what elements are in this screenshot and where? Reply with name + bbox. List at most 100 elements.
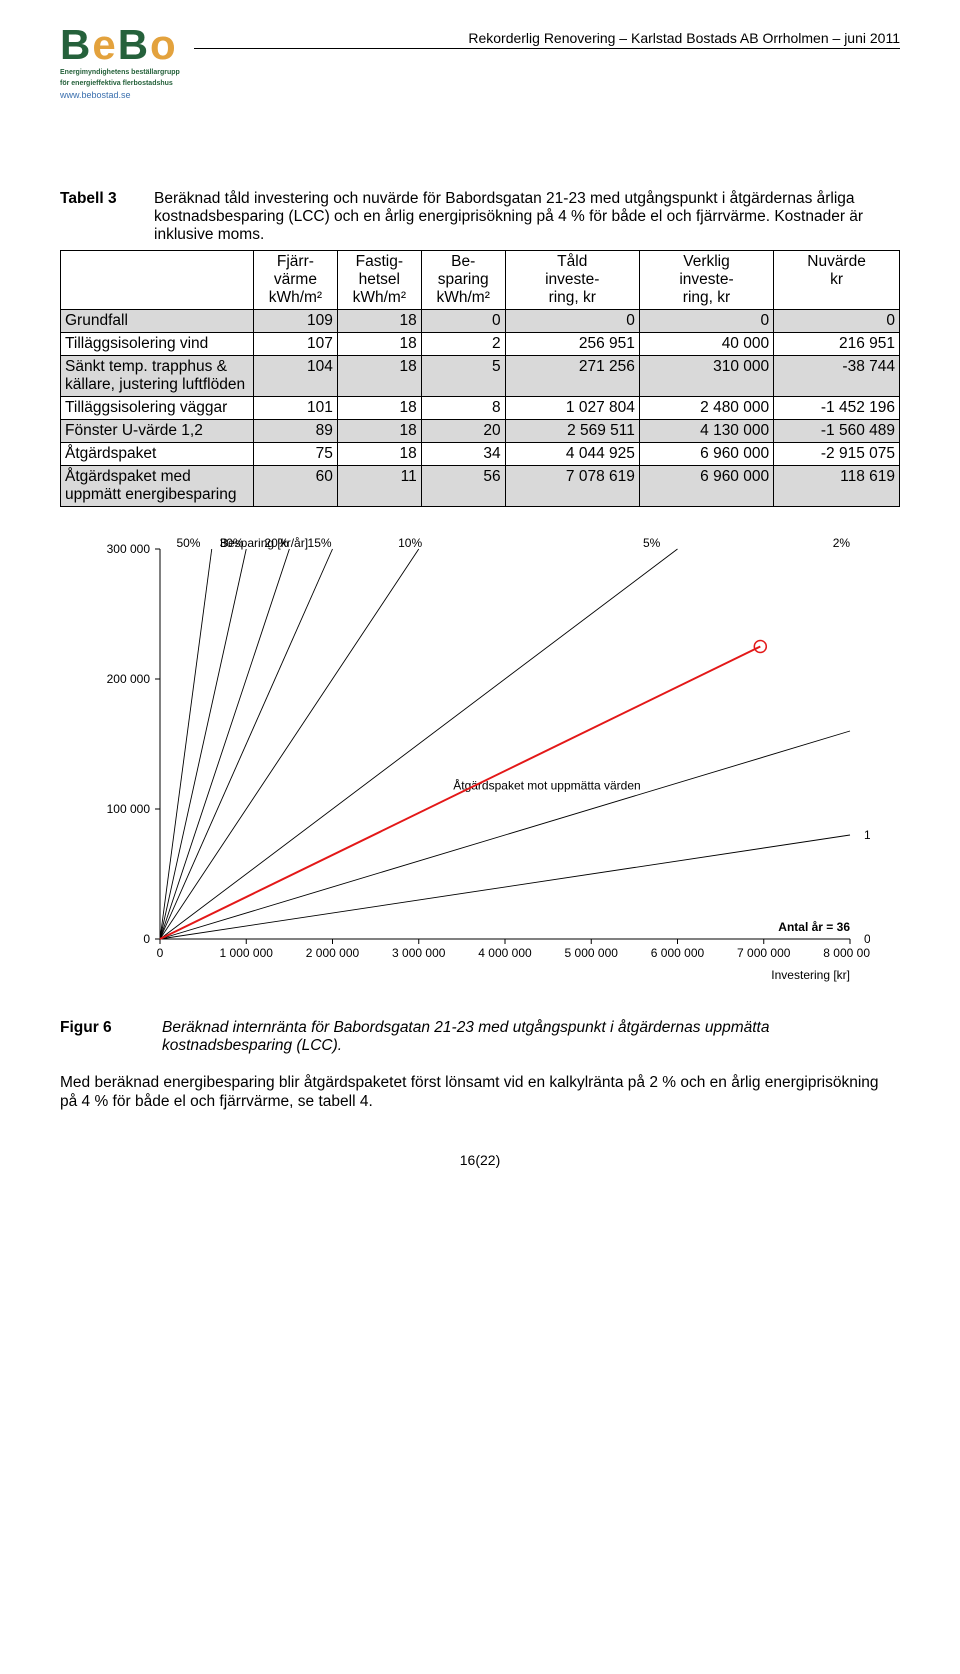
- svg-text:0: 0: [157, 946, 164, 960]
- svg-text:7 000 000: 7 000 000: [737, 946, 791, 960]
- row-label: Åtgärdspaket med uppmätt energibesparing: [61, 466, 254, 507]
- data-cell: 18: [337, 420, 421, 443]
- data-cell: 11: [337, 466, 421, 507]
- header-rule: [194, 48, 900, 49]
- data-cell: 18: [337, 356, 421, 397]
- chart-svg: 0 100 000 200 000 300 000 0 1 000 000 2 000 00…: [90, 531, 870, 1001]
- svg-text:Åtgärdspaket mot uppmätta värd: Åtgärdspaket mot uppmätta värden: [453, 778, 640, 793]
- logo-subtitle-2: för energieffektiva flerbostadshus: [60, 80, 180, 88]
- table-row: Tilläggsisolering väggar1011881 027 8042…: [61, 397, 900, 420]
- table-caption: Beräknad tåld investering och nuvärde fö…: [154, 190, 900, 244]
- data-cell: -1 452 196: [774, 397, 900, 420]
- data-cell: 2: [421, 333, 505, 356]
- data-cell: 4 130 000: [639, 420, 773, 443]
- data-cell: 104: [253, 356, 337, 397]
- page-header: BeBo Energimyndighetens beställargrupp f…: [60, 24, 900, 100]
- figure-caption: Beräknad internränta för Babordsgatan 21…: [162, 1019, 900, 1055]
- row-label: Åtgärdspaket: [61, 443, 254, 466]
- data-cell: 107: [253, 333, 337, 356]
- svg-text:Antal år = 36: Antal år = 36: [778, 920, 850, 934]
- data-cell: -2 915 075: [774, 443, 900, 466]
- data-cell: 1 027 804: [505, 397, 639, 420]
- data-cell: 75: [253, 443, 337, 466]
- data-cell: 6 960 000: [639, 466, 773, 507]
- data-cell: 109: [253, 310, 337, 333]
- table-header-cell: Fjärr- värmekWh/m²: [253, 251, 337, 310]
- table-label: Tabell 3: [60, 190, 142, 244]
- svg-text:5%: 5%: [643, 536, 661, 550]
- data-cell: 56: [421, 466, 505, 507]
- svg-text:Investering [kr]: Investering [kr]: [771, 968, 850, 982]
- data-cell: 60: [253, 466, 337, 507]
- data-cell: 0: [774, 310, 900, 333]
- svg-text:100 000: 100 000: [107, 802, 151, 816]
- row-label: Fönster U-värde 1,2: [61, 420, 254, 443]
- table-header-cell: Verklig investe- ring, kr: [639, 251, 773, 310]
- figure-caption-row: Figur 6 Beräknad internränta för Babords…: [60, 1019, 900, 1055]
- data-cell: 0: [639, 310, 773, 333]
- svg-text:8 000 000: 8 000 000: [823, 946, 870, 960]
- row-label: Sänkt temp. trapphus & källare, justerin…: [61, 356, 254, 397]
- data-cell: 4 044 925: [505, 443, 639, 466]
- svg-text:2 000 000: 2 000 000: [306, 946, 360, 960]
- table-header-cell: Be- sparingkWh/m²: [421, 251, 505, 310]
- table-row: Åtgärdspaket med uppmätt energibesparing…: [61, 466, 900, 507]
- svg-text:5 000 000: 5 000 000: [565, 946, 619, 960]
- svg-text:0: 0: [143, 932, 150, 946]
- svg-text:15%: 15%: [308, 536, 332, 550]
- data-cell: 2 569 511: [505, 420, 639, 443]
- logo: BeBo Energimyndighetens beställargrupp f…: [60, 24, 180, 100]
- body-paragraph: Med beräknad energibesparing blir åtgärd…: [60, 1073, 900, 1112]
- table-row: Åtgärdspaket7518344 044 9256 960 000-2 9…: [61, 443, 900, 466]
- data-cell: 0: [421, 310, 505, 333]
- svg-text:3 000 000: 3 000 000: [392, 946, 446, 960]
- table-row: Sänkt temp. trapphus & källare, justerin…: [61, 356, 900, 397]
- data-cell: -38 744: [774, 356, 900, 397]
- svg-text:Besparing [kr/år]: Besparing [kr/år]: [220, 536, 308, 550]
- svg-text:1%: 1%: [864, 828, 870, 842]
- data-cell: 310 000: [639, 356, 773, 397]
- doc-title: Rekorderlig Renovering – Karlstad Bostad…: [194, 30, 900, 48]
- data-cell: 18: [337, 333, 421, 356]
- svg-text:200 000: 200 000: [107, 672, 151, 686]
- data-cell: 0: [505, 310, 639, 333]
- data-cell: 271 256: [505, 356, 639, 397]
- header-title-wrap: Rekorderlig Renovering – Karlstad Bostad…: [194, 24, 900, 51]
- table-row: Fönster U-värde 1,28918202 569 5114 130 …: [61, 420, 900, 443]
- figure-label: Figur 6: [60, 1019, 150, 1055]
- table-header-cell: Tåld investe- ring, kr: [505, 251, 639, 310]
- table-header-cell: Fastig- hetselkWh/m²: [337, 251, 421, 310]
- data-cell: 40 000: [639, 333, 773, 356]
- data-cell: 18: [337, 310, 421, 333]
- svg-text:4 000 000: 4 000 000: [478, 946, 532, 960]
- svg-text:1 000 000: 1 000 000: [220, 946, 274, 960]
- data-cell: 2 480 000: [639, 397, 773, 420]
- data-cell: 7 078 619: [505, 466, 639, 507]
- data-cell: 118 619: [774, 466, 900, 507]
- svg-text:300 000: 300 000: [107, 542, 151, 556]
- data-cell: 256 951: [505, 333, 639, 356]
- chart: 0 100 000 200 000 300 000 0 1 000 000 2 000 00…: [90, 531, 870, 1001]
- row-label: Grundfall: [61, 310, 254, 333]
- data-cell: 18: [337, 397, 421, 420]
- svg-text:10%: 10%: [398, 536, 422, 550]
- data-cell: 20: [421, 420, 505, 443]
- table-header-cell: [61, 251, 254, 310]
- table-header-cell: Nuvärdekr: [774, 251, 900, 310]
- data-cell: 5: [421, 356, 505, 397]
- row-label: Tilläggsisolering vind: [61, 333, 254, 356]
- data-cell: 89: [253, 420, 337, 443]
- data-cell: 101: [253, 397, 337, 420]
- table-row: Grundfall109180000: [61, 310, 900, 333]
- data-cell: 216 951: [774, 333, 900, 356]
- data-cell: 6 960 000: [639, 443, 773, 466]
- table-row: Tilläggsisolering vind107182256 95140 00…: [61, 333, 900, 356]
- table-caption-row: Tabell 3 Beräknad tåld investering och n…: [60, 190, 900, 244]
- svg-text:6 000 000: 6 000 000: [651, 946, 705, 960]
- row-label: Tilläggsisolering väggar: [61, 397, 254, 420]
- data-table: Fjärr- värmekWh/m²Fastig- hetselkWh/m²Be…: [60, 250, 900, 507]
- svg-text:50%: 50%: [176, 536, 200, 550]
- logo-url: www.bebostad.se: [60, 90, 180, 100]
- svg-text:2%: 2%: [833, 536, 851, 550]
- data-cell: 34: [421, 443, 505, 466]
